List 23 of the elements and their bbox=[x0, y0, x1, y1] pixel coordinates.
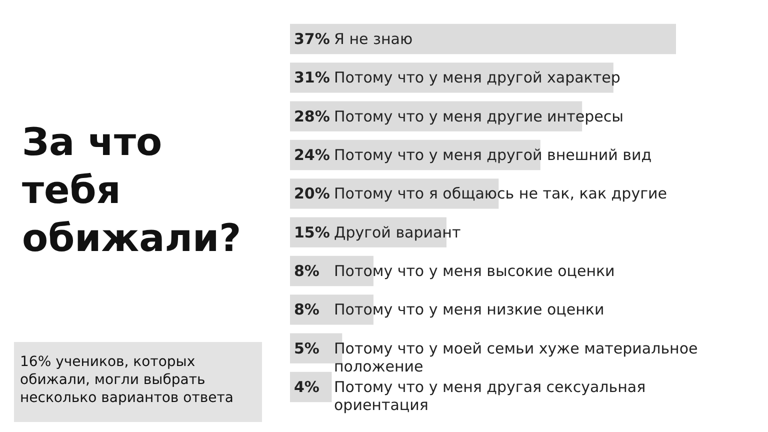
data-label: 8% bbox=[294, 262, 320, 280]
y-tick-label: Потому что у меня другой внешний вид bbox=[334, 146, 652, 164]
data-label: 4% bbox=[294, 378, 320, 396]
y-tick-label: Потому что у меня низкие оценки bbox=[334, 300, 604, 319]
data-label: 31% bbox=[294, 68, 330, 87]
y-tick-label: Потому что я общаюсь не так, как другие bbox=[334, 184, 667, 203]
bar bbox=[290, 24, 676, 54]
text: 16% учеников, которых обижали, могли выбрать несколько вариантов ответа bbox=[20, 354, 234, 406]
data-label: 15% bbox=[294, 223, 330, 242]
data-label: 8% bbox=[294, 300, 320, 319]
data-label: 5% bbox=[294, 339, 320, 358]
data-label: 20% bbox=[294, 184, 330, 203]
data-label: 24% bbox=[294, 146, 330, 164]
y-tick-label: Я не знаю bbox=[334, 30, 413, 48]
y-tick-label: Потому что у меня другие интересы bbox=[334, 107, 624, 126]
y-tick-label: Потому что у моей семьи хуже материальное положение bbox=[334, 339, 698, 376]
data-label: 37% bbox=[294, 30, 330, 48]
y-tick-label: Потому что у меня высокие оценки bbox=[334, 262, 615, 280]
y-tick-label: Потому что у меня другая сексуальная ориентация bbox=[334, 378, 646, 414]
y-tick-label: Потому что у меня другой характер bbox=[334, 68, 620, 87]
data-label: 28% bbox=[294, 107, 330, 126]
y-tick-label: Другой вариант bbox=[334, 223, 461, 242]
text: За что тебя обижали? bbox=[22, 120, 242, 260]
